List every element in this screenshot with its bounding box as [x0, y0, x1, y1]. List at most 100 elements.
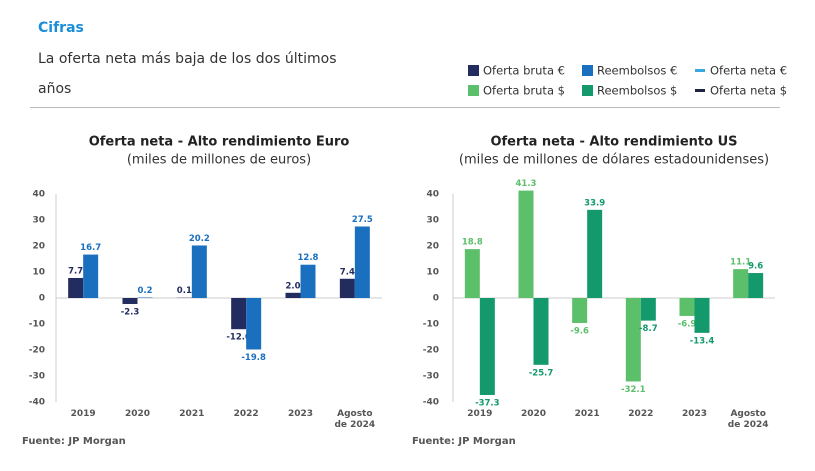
y-tick-label: -20 [423, 346, 439, 356]
bar [640, 298, 656, 321]
legend-label: Oferta neta € [710, 64, 787, 78]
legend-label: Oferta bruta $ [483, 84, 565, 98]
bar [587, 209, 603, 298]
x-tick-label: 2022 [233, 409, 259, 419]
value-label: -9.6 [570, 326, 589, 336]
bar [68, 277, 84, 298]
value-label: -19.8 [241, 353, 266, 363]
value-label: -13.4 [690, 336, 715, 346]
legend-swatch [582, 65, 593, 76]
legend-swatch [582, 85, 593, 96]
bar [122, 298, 138, 304]
value-label: -25.7 [529, 368, 554, 378]
x-tick-label: 2021 [574, 409, 600, 419]
x-tick-label: 2023 [287, 409, 314, 419]
value-label: -2.3 [121, 307, 140, 317]
bar [694, 298, 710, 333]
value-label: 12.8 [298, 253, 319, 263]
bar [679, 298, 695, 316]
bar [625, 298, 641, 382]
value-label: 11.1 [730, 258, 751, 268]
x-tick-label: 2019 [70, 409, 96, 419]
x-tick-label: 2020 [124, 409, 151, 419]
y-tick-label: -30 [29, 372, 45, 382]
x-tick-label: 2020 [520, 409, 547, 419]
bar [285, 292, 301, 298]
value-label: -32.1 [621, 385, 646, 395]
x-tick-label: Agosto de 2024 [727, 409, 769, 430]
legend-label: Reembolsos € [597, 64, 677, 78]
bar [479, 298, 495, 395]
bar [354, 226, 370, 298]
y-tick-label: 10 [426, 268, 439, 278]
x-tick-label: 2022 [628, 409, 654, 419]
legend-swatch [695, 69, 705, 72]
y-tick-label: 30 [32, 216, 45, 226]
bar [464, 249, 480, 298]
value-label: -8.7 [639, 324, 658, 334]
value-label: 41.3 [516, 179, 537, 189]
y-tick-label: 20 [426, 242, 439, 252]
y-tick-label: 40 [426, 190, 439, 200]
bar [246, 298, 262, 350]
legend-label: Reembolsos $ [597, 84, 677, 98]
value-label: -6.9 [678, 319, 697, 329]
value-label: 0.1 [177, 286, 192, 296]
bar [83, 254, 99, 298]
chart-title: Oferta neta - Alto rendimiento Euro [89, 135, 350, 150]
value-label: 7.4 [340, 267, 355, 277]
source: Fuente: JP Morgan [412, 436, 516, 447]
value-label: 2.0 [285, 281, 300, 291]
legend-swatch [695, 89, 705, 92]
value-label: 27.5 [352, 215, 373, 225]
y-tick-label: -40 [423, 398, 439, 408]
y-tick-label: -10 [29, 320, 45, 330]
legend-label: Oferta neta $ [710, 84, 787, 98]
value-label: 33.9 [584, 198, 605, 208]
bar [572, 298, 588, 323]
bar [733, 269, 749, 298]
bar [300, 264, 316, 298]
value-label: 9.6 [748, 262, 763, 272]
y-tick-label: 0 [39, 294, 45, 304]
value-label: 18.8 [462, 238, 483, 248]
bar [339, 278, 355, 298]
bar [748, 273, 764, 298]
legend-label: Oferta bruta € [483, 64, 565, 78]
y-tick-label: 30 [426, 216, 439, 226]
bar [231, 298, 247, 330]
value-label: 0.2 [137, 286, 152, 296]
chart-subtitle: (miles de millones de dólares estadounid… [459, 153, 769, 168]
value-label: 16.7 [80, 243, 101, 253]
value-label: 7.7 [68, 266, 83, 276]
legend-swatch [468, 65, 479, 76]
value-label: -37.3 [475, 398, 500, 408]
y-tick-label: -40 [29, 398, 45, 408]
y-tick-label: -30 [423, 372, 439, 382]
y-tick-label: -20 [29, 346, 45, 356]
page-title: La oferta neta más baja de los dos últim… [38, 51, 337, 97]
x-tick-label: Agosto de 2024 [334, 409, 376, 430]
y-tick-label: 20 [32, 242, 45, 252]
legend-swatch [468, 85, 479, 96]
x-tick-label: 2021 [179, 409, 205, 419]
value-label: -12.0 [226, 333, 251, 343]
bar [137, 297, 153, 298]
y-tick-label: -10 [423, 320, 439, 330]
bar [533, 298, 549, 365]
source: Fuente: JP Morgan [22, 436, 126, 447]
bar [191, 245, 207, 298]
value-label: 20.2 [189, 234, 210, 244]
y-tick-label: 40 [32, 190, 45, 200]
y-tick-label: 0 [433, 294, 439, 304]
bar [518, 190, 534, 298]
section-label: Cifras [38, 20, 84, 36]
y-tick-label: 10 [32, 268, 45, 278]
x-tick-label: 2019 [467, 409, 493, 419]
divider [30, 107, 780, 108]
chart-title: Oferta neta - Alto rendimiento US [490, 135, 737, 150]
x-tick-label: 2023 [681, 409, 708, 419]
chart-subtitle: (miles de millones de euros) [127, 153, 311, 168]
